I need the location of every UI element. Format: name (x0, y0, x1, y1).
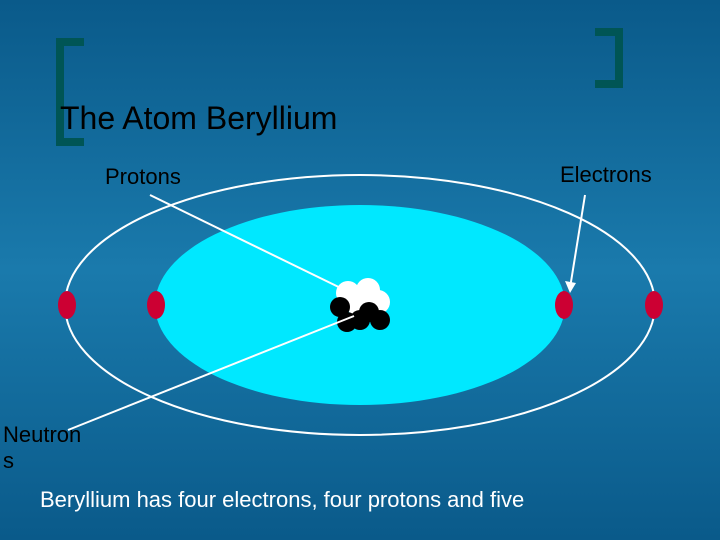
electron (645, 291, 663, 319)
electron (58, 291, 76, 319)
neutrons-label: Neutron s (3, 422, 81, 474)
neutron (359, 302, 379, 322)
electrons-label: Electrons (560, 162, 652, 188)
atom-diagram (0, 0, 720, 540)
protons-label: Protons (105, 164, 181, 190)
electron (555, 291, 573, 319)
electron-arrowhead (565, 281, 576, 293)
electron (147, 291, 165, 319)
electron-pointer (570, 195, 585, 288)
caption-text: Beryllium has four electrons, four proto… (40, 487, 524, 513)
